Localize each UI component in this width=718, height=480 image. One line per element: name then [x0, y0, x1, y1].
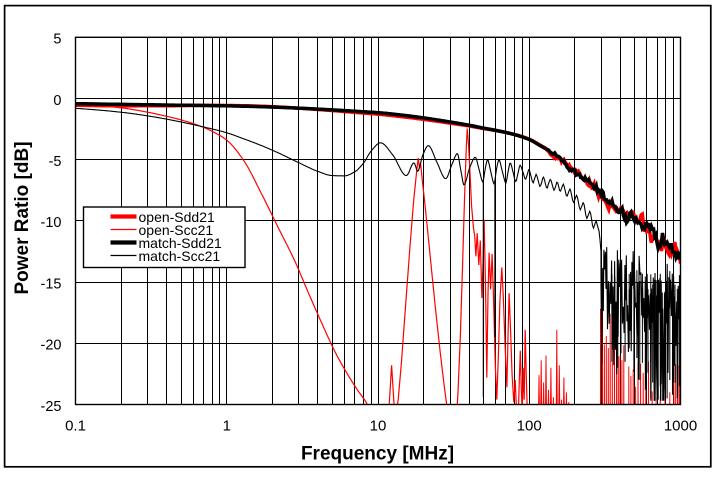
svg-text:1000: 1000: [664, 418, 697, 435]
svg-text:Power Ratio [dB]: Power Ratio [dB]: [12, 141, 33, 294]
svg-text:Frequency [MHz]: Frequency [MHz]: [301, 444, 454, 465]
svg-text:-5: -5: [49, 154, 62, 170]
svg-text:100: 100: [517, 418, 542, 435]
svg-text:open-Sdd21: open-Sdd21: [139, 209, 216, 225]
svg-text:0.1: 0.1: [65, 418, 86, 435]
svg-text:5: 5: [53, 32, 61, 48]
svg-text:match-Scc21: match-Scc21: [139, 248, 221, 264]
svg-text:-10: -10: [41, 215, 62, 231]
svg-text:0: 0: [53, 93, 61, 109]
svg-text:-20: -20: [41, 338, 62, 354]
svg-text:-15: -15: [41, 276, 62, 292]
svg-text:1: 1: [223, 418, 231, 435]
svg-text:match-Sdd21: match-Sdd21: [139, 235, 222, 251]
svg-text:-25: -25: [41, 399, 62, 415]
svg-text:open-Scc21: open-Scc21: [139, 222, 214, 238]
svg-text:10: 10: [370, 418, 387, 435]
